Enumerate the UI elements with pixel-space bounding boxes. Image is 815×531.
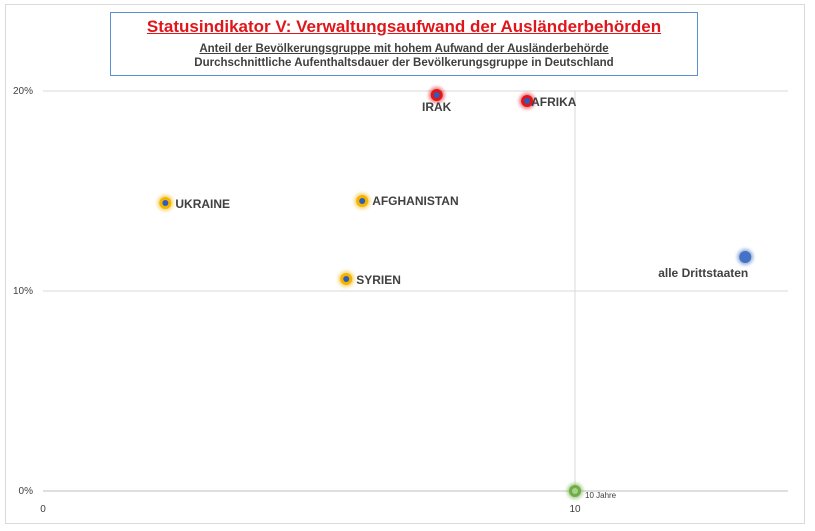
data-point: alle Drittstaaten — [658, 249, 754, 280]
data-points: UKRAINE AFGHANISTAN SYRIEN IRAK AFRIKA alle D… — [157, 87, 754, 500]
point-core — [433, 92, 440, 98]
point-core — [572, 488, 578, 494]
y-tick-label: 0% — [19, 486, 34, 497]
data-point: SYRIEN — [338, 271, 401, 287]
point-label: 10 Jahre — [585, 491, 617, 500]
point-label: IRAK — [422, 100, 452, 114]
x-tick-label: 10 — [569, 504, 581, 515]
chart-title-box: Statusindikator V: Verwaltungsaufwand de… — [110, 12, 698, 76]
x-tick-label: 0 — [40, 504, 46, 515]
point-label: UKRAINE — [175, 197, 230, 211]
point-label: alle Drittstaaten — [658, 266, 748, 280]
chart-title: Statusindikator V: Verwaltungsaufwand de… — [146, 17, 662, 36]
point-label: AFGHANISTAN — [372, 194, 458, 208]
data-point: AFRIKA — [519, 93, 577, 109]
y-tick-label: 10% — [13, 286, 33, 297]
point-core — [524, 98, 531, 104]
point-core — [742, 254, 749, 260]
plot-axes — [43, 90, 788, 492]
chart-subtitle-1: Anteil der Bevölkerungsgruppe mit hohem … — [199, 43, 609, 55]
chart-subtitle-2: Durchschnittliche Aufenthaltsdauer der B… — [194, 57, 614, 69]
y-tick-label: 20% — [13, 86, 33, 97]
point-core — [343, 276, 350, 282]
data-point: AFGHANISTAN — [354, 193, 459, 209]
point-core — [359, 198, 366, 204]
data-point: UKRAINE — [157, 195, 230, 211]
data-point: 10 Jahre — [567, 483, 617, 500]
point-label: SYRIEN — [356, 273, 401, 287]
point-core — [162, 200, 169, 206]
data-point: IRAK — [422, 87, 452, 114]
chart-frame — [5, 4, 805, 524]
point-label: AFRIKA — [531, 95, 577, 109]
axis-ticks: 0% 10% 20% 0 10 — [13, 86, 581, 515]
